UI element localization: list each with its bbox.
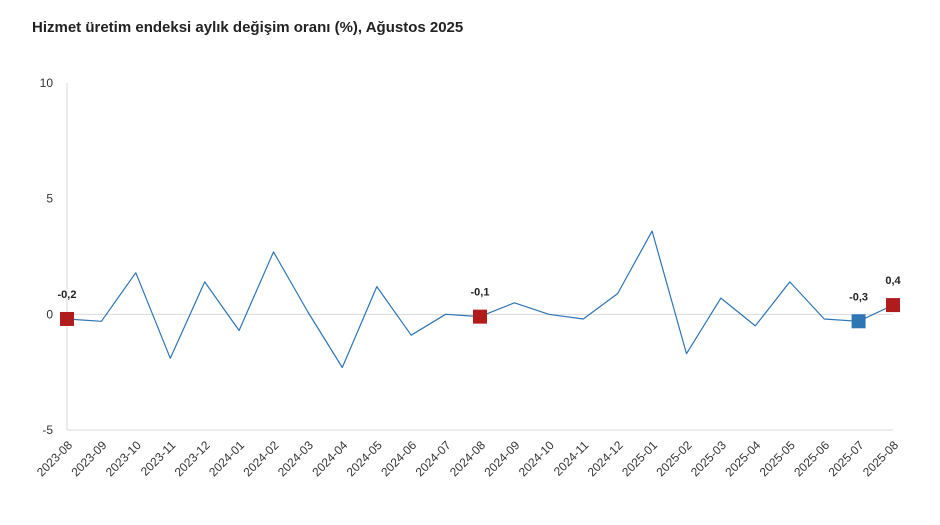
x-tick-label: 2024-06 xyxy=(378,438,419,479)
highlight-marker xyxy=(886,298,900,313)
data-label: -0,3 xyxy=(849,291,868,303)
data-label: -0,2 xyxy=(58,289,77,301)
x-tick-label: 2025-02 xyxy=(654,438,695,479)
x-tick-label: 2025-07 xyxy=(826,438,867,479)
x-tick-label: 2025-08 xyxy=(860,438,901,479)
data-label: -0,1 xyxy=(471,287,490,299)
x-tick-label: 2023-08 xyxy=(34,438,75,479)
x-tick-label: 2024-03 xyxy=(275,438,316,479)
x-tick-label: 2024-04 xyxy=(309,438,350,479)
y-tick-label: 10 xyxy=(40,76,54,90)
y-tick-label: 0 xyxy=(46,307,53,321)
x-axis: 2023-082023-092023-102023-112023-122024-… xyxy=(34,429,901,479)
series-layer xyxy=(66,230,894,369)
x-tick-label: 2024-01 xyxy=(206,438,247,479)
x-tick-label: 2024-05 xyxy=(344,438,385,479)
x-tick-label: 2024-02 xyxy=(241,438,282,479)
highlight-marker xyxy=(851,314,866,329)
x-tick-label: 2025-04 xyxy=(722,438,763,479)
x-tick-label: 2023-11 xyxy=(138,438,179,479)
x-tick-label: 2023-12 xyxy=(172,438,213,479)
highlight-marker xyxy=(473,309,487,324)
x-tick-label: 2024-10 xyxy=(516,438,557,479)
x-tick-label: 2024-12 xyxy=(585,438,626,479)
x-tick-label: 2025-03 xyxy=(688,438,729,479)
x-tick-label: 2023-09 xyxy=(68,438,109,479)
x-tick-label: 2025-06 xyxy=(791,438,832,479)
y-axis: 10 5 0 -5 xyxy=(40,76,893,437)
chart-title: Hizmet üretim endeksi aylık değişim oran… xyxy=(32,19,464,36)
x-tick-label: 2025-05 xyxy=(757,438,798,479)
highlight-markers: -0,2 -0,1 -0,3 0,4 xyxy=(58,275,902,329)
x-tick-label: 2024-11 xyxy=(551,438,592,479)
y-tick-label: -5 xyxy=(42,423,53,437)
highlight-marker xyxy=(60,311,74,326)
data-label: 0,4 xyxy=(885,275,901,287)
x-tick-label: 2023-10 xyxy=(103,438,144,479)
x-tick-label: 2024-09 xyxy=(481,438,522,479)
series-line xyxy=(66,230,894,369)
x-tick-label: 2024-08 xyxy=(447,438,488,479)
x-tick-label: 2025-01 xyxy=(619,438,660,479)
y-tick-label: 5 xyxy=(46,192,53,206)
x-tick-label: 2024-07 xyxy=(413,438,454,479)
